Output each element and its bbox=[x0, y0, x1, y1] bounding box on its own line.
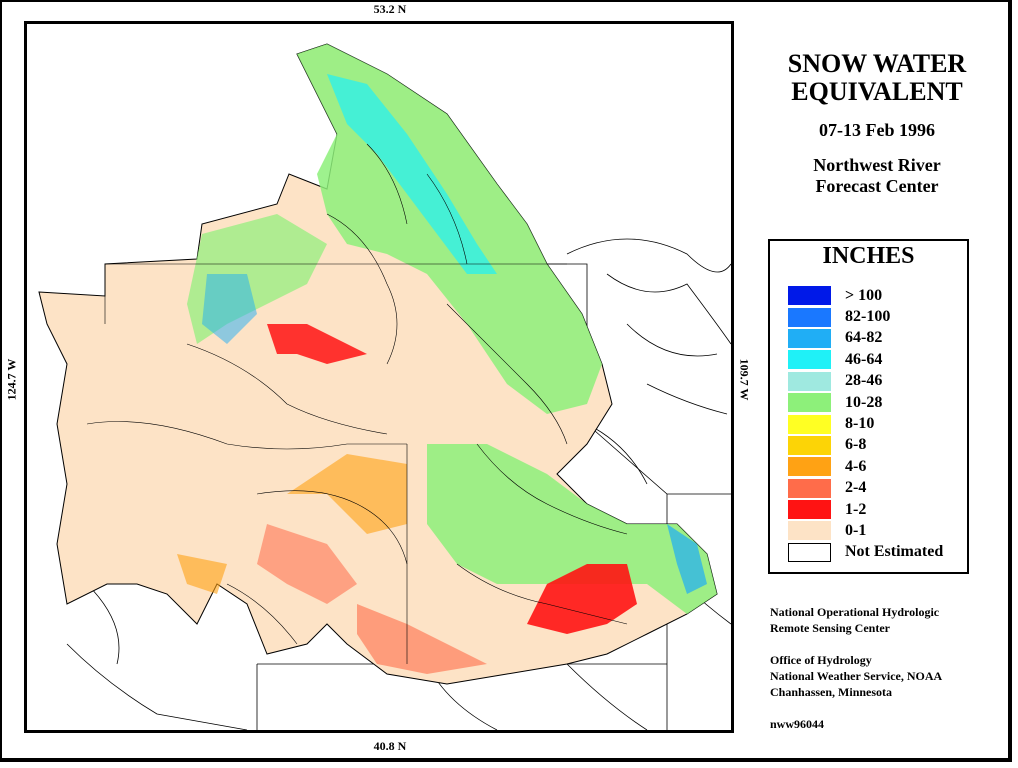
legend-item: > 100 bbox=[788, 285, 943, 306]
legend-swatch bbox=[788, 521, 831, 541]
credit-line-2: Remote Sensing Center bbox=[770, 621, 890, 635]
snow-map-graphic bbox=[27, 24, 731, 730]
legend-label: 0-1 bbox=[845, 521, 867, 539]
legend-label: 82-100 bbox=[845, 308, 891, 326]
legend-swatch bbox=[788, 350, 831, 370]
legend-item: Not Estimated bbox=[788, 542, 943, 563]
org-line-2: Forecast Center bbox=[815, 176, 939, 196]
legend-swatch bbox=[788, 457, 831, 477]
legend-item: 0-1 bbox=[788, 520, 943, 541]
legend-label: 1-2 bbox=[845, 500, 867, 518]
legend-label: 6-8 bbox=[845, 436, 867, 454]
legend-item: 8-10 bbox=[788, 413, 943, 434]
legend-swatch bbox=[788, 307, 831, 327]
legend-swatch bbox=[788, 542, 831, 562]
legend-item: 46-64 bbox=[788, 349, 943, 370]
latitude-bottom-label: 40.8 N bbox=[373, 739, 407, 753]
legend-item: 28-46 bbox=[788, 371, 943, 392]
snow-map bbox=[24, 21, 734, 733]
title-line-2: EQUIVALENT bbox=[791, 77, 963, 106]
legend-swatch bbox=[788, 435, 831, 455]
longitude-left-label: 124.7 W bbox=[4, 358, 19, 401]
map-title: SNOW WATER EQUIVALENT 07-13 Feb 1996 Nor… bbox=[750, 50, 1004, 197]
longitude-right-label: 109.7 W bbox=[737, 358, 752, 401]
legend-item: 10-28 bbox=[788, 392, 943, 413]
date-range: 07-13 Feb 1996 bbox=[819, 120, 935, 140]
legend-label: > 100 bbox=[845, 286, 883, 304]
legend-label: 2-4 bbox=[845, 479, 867, 497]
legend-label: 64-82 bbox=[845, 329, 883, 347]
legend-item: 82-100 bbox=[788, 306, 943, 327]
legend-swatch bbox=[788, 500, 831, 520]
legend-swatch bbox=[788, 414, 831, 434]
legend-label: 4-6 bbox=[845, 457, 867, 475]
legend: INCHES > 100 82-100 64-82 46-64 28-46 10-28 8-… bbox=[768, 239, 969, 574]
org-line-1: Northwest River bbox=[813, 155, 941, 175]
latitude-top-label: 53.2 N bbox=[373, 2, 407, 16]
legend-item: 6-8 bbox=[788, 435, 943, 456]
legend-item: 4-6 bbox=[788, 456, 943, 477]
legend-label: Not Estimated bbox=[845, 543, 944, 561]
legend-item: 2-4 bbox=[788, 478, 943, 499]
title-line-1: SNOW WATER bbox=[787, 49, 967, 78]
legend-swatch bbox=[788, 371, 831, 391]
credit-line-5: Chanhassen, Minnesota bbox=[770, 685, 893, 699]
legend-item: 1-2 bbox=[788, 499, 943, 520]
legend-label: 46-64 bbox=[845, 350, 883, 368]
legend-swatch bbox=[788, 478, 831, 498]
product-code: nww96044 bbox=[770, 717, 825, 731]
credit-line-1: National Operational Hydrologic bbox=[770, 605, 940, 619]
legend-item: 64-82 bbox=[788, 328, 943, 349]
legend-label: 28-46 bbox=[845, 372, 883, 390]
credit-line-3: Office of Hydrology bbox=[770, 653, 872, 667]
credits: National Operational Hydrologic Remote S… bbox=[770, 604, 942, 732]
legend-label: 8-10 bbox=[845, 415, 875, 433]
legend-swatch bbox=[788, 328, 831, 348]
legend-swatch bbox=[788, 286, 831, 306]
legend-label: 10-28 bbox=[845, 393, 883, 411]
credit-line-4: National Weather Service, NOAA bbox=[770, 669, 943, 683]
legend-rows: > 100 82-100 64-82 46-64 28-46 10-28 8-10 6-8 4-… bbox=[788, 285, 943, 563]
legend-heading: INCHES bbox=[822, 243, 915, 269]
legend-swatch bbox=[788, 393, 831, 413]
